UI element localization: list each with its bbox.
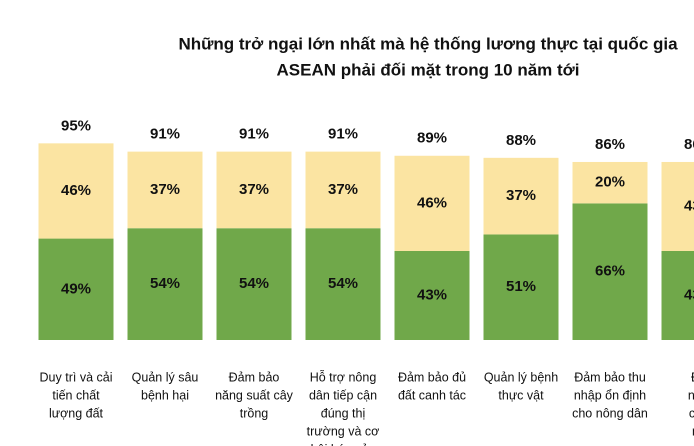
category-label: đất canh tác bbox=[398, 388, 466, 402]
category-label: thực vật bbox=[498, 388, 544, 402]
category-label: lượng đất bbox=[49, 406, 104, 420]
value-label: 54% bbox=[150, 275, 180, 292]
value-label: 43% bbox=[417, 286, 447, 303]
category-label: nhập ổn định bbox=[574, 388, 646, 402]
category-label: hội bán sản bbox=[311, 442, 376, 446]
category-label: Đả bbox=[691, 370, 694, 384]
category-label: Đảm bảo đủ bbox=[398, 370, 466, 384]
value-label: 54% bbox=[239, 275, 269, 292]
bar-segment bbox=[216, 151, 292, 229]
total-label: 88% bbox=[506, 132, 536, 149]
category-label: trường và cơ bbox=[307, 424, 380, 438]
category-label: Quản lý bệnh bbox=[484, 370, 558, 384]
category-label: ng bbox=[692, 424, 694, 438]
chart-title: ASEAN phải đối mặt trong 10 năm tới bbox=[276, 60, 579, 79]
category-label: Đảm bảo thu bbox=[574, 370, 646, 384]
value-label: 43% bbox=[684, 286, 694, 303]
value-label: 46% bbox=[61, 182, 91, 199]
bar-segment bbox=[38, 238, 114, 340]
bar-segment bbox=[216, 228, 292, 340]
bar-segment bbox=[394, 155, 470, 251]
total-label: 95% bbox=[61, 117, 91, 134]
category-label: ngư bbox=[688, 388, 694, 402]
category-label: tiến chất bbox=[52, 388, 100, 402]
value-label: 37% bbox=[506, 187, 536, 204]
category-label: cho bbox=[689, 406, 694, 420]
bar-segment bbox=[661, 161, 694, 251]
total-label: 86% bbox=[684, 136, 694, 153]
bar-segment bbox=[483, 234, 559, 340]
total-label: 86% bbox=[595, 136, 625, 153]
category-label: Đảm bảo bbox=[229, 370, 280, 384]
chart-title: Những trở ngại lớn nhất mà hệ thống lươn… bbox=[178, 34, 678, 53]
total-label: 89% bbox=[417, 130, 447, 147]
value-label: 37% bbox=[150, 181, 180, 198]
category-label: đúng thị bbox=[321, 406, 365, 420]
category-label: Quản lý sâu bbox=[132, 370, 199, 384]
category-label: Hỗ trợ nông bbox=[310, 369, 377, 384]
value-label: 49% bbox=[61, 280, 91, 297]
value-label: 37% bbox=[239, 181, 269, 198]
bar-segment bbox=[305, 228, 381, 340]
category-label: dân tiếp cận bbox=[309, 388, 377, 402]
bar-segment bbox=[394, 250, 470, 340]
bar-segment bbox=[127, 151, 203, 229]
bar-segment bbox=[572, 203, 648, 340]
category-label: cho nông dân bbox=[572, 406, 648, 420]
category-label: năng suất cây bbox=[215, 388, 294, 402]
total-label: 91% bbox=[328, 126, 358, 143]
value-label: 51% bbox=[506, 278, 536, 295]
category-label: Duy trì và cải bbox=[40, 370, 113, 384]
category-label: trồng bbox=[240, 406, 269, 420]
category-label: bệnh hại bbox=[141, 388, 189, 402]
value-label: 46% bbox=[417, 194, 447, 211]
value-label: 43% bbox=[684, 197, 694, 214]
bar-segment bbox=[661, 250, 694, 340]
total-label: 91% bbox=[239, 126, 269, 143]
bar-segment bbox=[127, 228, 203, 340]
bar-segment bbox=[305, 151, 381, 229]
value-label: 66% bbox=[595, 263, 625, 280]
value-label: 37% bbox=[328, 181, 358, 198]
bar-segment bbox=[38, 143, 114, 239]
bar-segment bbox=[572, 161, 648, 204]
total-label: 91% bbox=[150, 126, 180, 143]
value-label: 20% bbox=[595, 174, 625, 191]
value-label: 54% bbox=[328, 275, 358, 292]
bar-segment bbox=[483, 157, 559, 235]
